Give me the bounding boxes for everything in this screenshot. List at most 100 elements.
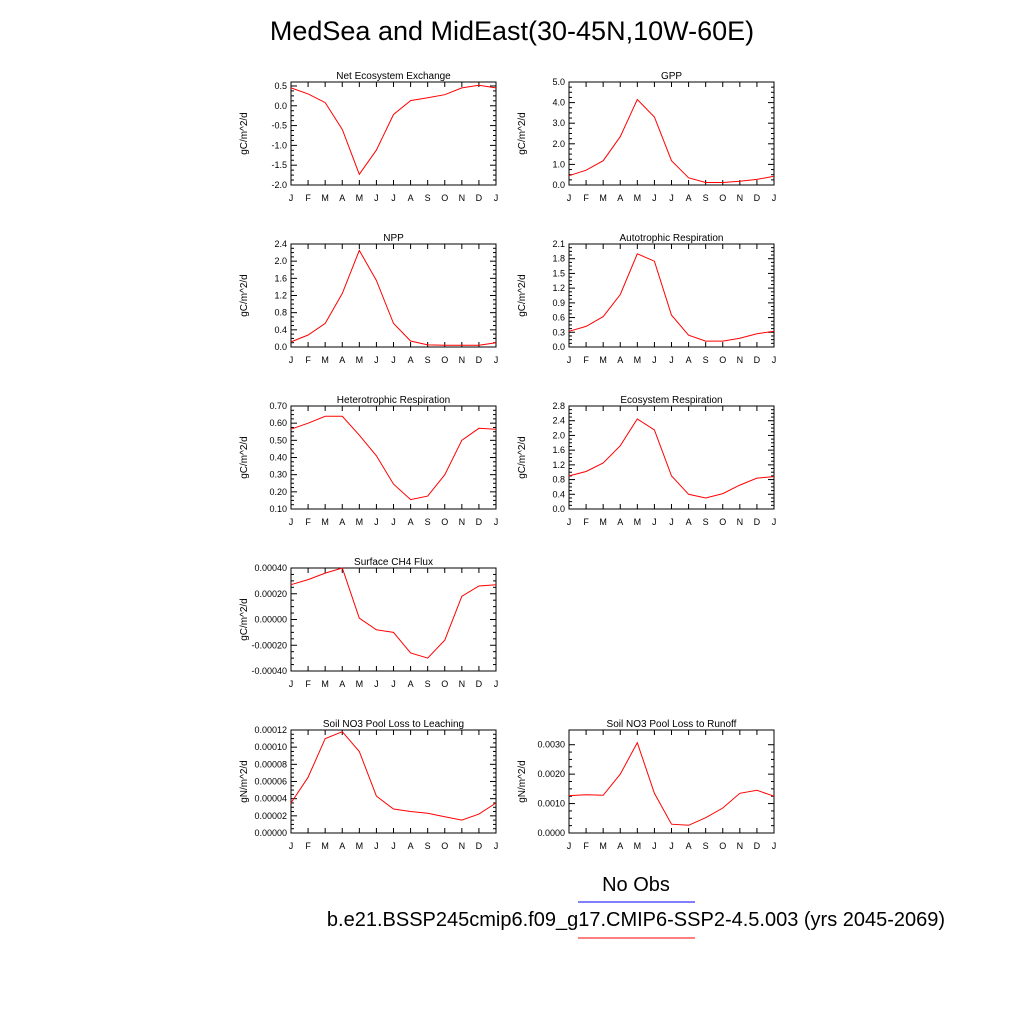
x-tick-label: O <box>719 193 726 203</box>
panel-title: Heterotrophic Respiration <box>337 395 450 406</box>
panel-title: Soil NO3 Pool Loss to Runoff <box>607 719 737 730</box>
x-tick-label: J <box>374 841 379 851</box>
y-tick-label: 2.8 <box>552 401 565 411</box>
x-tick-label: F <box>305 355 311 365</box>
x-tick-label: S <box>425 355 431 365</box>
x-tick-label: F <box>583 517 589 527</box>
y-tick-label: 0.8 <box>274 308 287 318</box>
x-tick-label: D <box>476 193 483 203</box>
y-tick-label: 1.6 <box>274 273 287 283</box>
y-tick-label: 2.4 <box>552 416 565 426</box>
panel-title: Ecosystem Respiration <box>620 395 722 406</box>
x-tick-label: J <box>652 841 657 851</box>
x-tick-label: N <box>459 355 466 365</box>
y-tick-label: 0.00006 <box>254 777 287 787</box>
x-tick-label: J <box>289 679 294 689</box>
y-axis-label: gC/m^2/d <box>239 598 250 641</box>
x-tick-label: D <box>476 841 483 851</box>
figure-title: MedSea and MidEast(30-45N,10W-60E) <box>269 16 755 46</box>
x-tick-label: J <box>494 193 499 203</box>
x-tick-label: J <box>772 841 777 851</box>
x-tick-label: S <box>703 517 709 527</box>
x-tick-label: J <box>374 355 379 365</box>
x-tick-label: M <box>634 193 642 203</box>
y-tick-label: 0.0000 <box>537 828 565 838</box>
x-tick-label: M <box>356 355 364 365</box>
chart-panel: J F M A M J J A S O N D J0.000000.000020.000040.0000… <box>239 719 498 851</box>
legend-model-label: b.e21.BSSP245cmip6.f09_g17.CMIP6-SSP2-4.… <box>327 909 945 931</box>
plot-frame <box>290 405 497 510</box>
y-tick-label: 0.0 <box>552 180 565 190</box>
y-axis-label: gC/m^2/d <box>517 274 528 317</box>
x-tick-label: J <box>669 517 674 527</box>
x-tick-label: J <box>772 355 777 365</box>
series-line <box>568 98 775 183</box>
y-axis-label: gN/m^2/d <box>239 760 250 803</box>
x-tick-label: O <box>719 841 726 851</box>
x-tick-label: N <box>737 841 744 851</box>
y-tick-label: 0.00010 <box>254 742 287 752</box>
y-tick-label: 0.3 <box>552 327 565 337</box>
y-tick-label: 0.00040 <box>254 563 287 573</box>
series-line <box>290 731 497 821</box>
y-tick-label: 0.0 <box>274 342 287 352</box>
x-tick-label: J <box>391 355 396 365</box>
x-tick-label: A <box>617 193 623 203</box>
plot-frame <box>290 81 497 186</box>
x-tick-label: D <box>476 679 483 689</box>
x-tick-label: O <box>719 355 726 365</box>
x-tick-label: O <box>441 193 448 203</box>
y-axis-label: gC/m^2/d <box>517 112 528 155</box>
series-line <box>290 84 497 176</box>
y-tick-label: 0.00008 <box>254 759 287 769</box>
panel-title: GPP <box>661 71 682 82</box>
x-tick-label: O <box>441 355 448 365</box>
x-tick-label: M <box>321 517 329 527</box>
y-tick-label: -0.5 <box>271 121 287 131</box>
y-tick-label: 0.4 <box>552 489 565 499</box>
x-tick-label: A <box>339 841 345 851</box>
x-tick-label: M <box>634 355 642 365</box>
y-tick-label: 2.4 <box>274 239 287 249</box>
y-tick-label: 0.30 <box>269 470 287 480</box>
x-tick-label: A <box>408 193 414 203</box>
x-tick-label: A <box>617 841 623 851</box>
x-tick-label: M <box>321 841 329 851</box>
x-tick-label: N <box>737 517 744 527</box>
x-tick-label: S <box>425 841 431 851</box>
x-tick-label: A <box>686 517 692 527</box>
y-tick-label: 4.0 <box>552 98 565 108</box>
y-tick-label: 1.2 <box>552 460 565 470</box>
y-tick-label: 0.40 <box>269 453 287 463</box>
chart-panel: J F M A M J J A S O N D J-0.00040-0.000200.000000.00… <box>239 557 498 689</box>
x-tick-label: A <box>339 355 345 365</box>
series-line <box>568 253 775 342</box>
x-tick-label: J <box>652 517 657 527</box>
x-tick-label: M <box>599 841 607 851</box>
x-tick-label: J <box>772 517 777 527</box>
x-tick-label: J <box>289 841 294 851</box>
x-tick-label: F <box>583 193 589 203</box>
legend: No Obs b.e21.BSSP245cmip6.f09_g17.CMIP6-S… <box>327 874 945 939</box>
y-tick-label: 0.50 <box>269 435 287 445</box>
x-tick-label: J <box>374 679 379 689</box>
y-tick-label: -2.0 <box>271 180 287 190</box>
x-tick-label: J <box>494 355 499 365</box>
x-tick-label: A <box>617 517 623 527</box>
series-line <box>290 567 497 659</box>
x-tick-label: A <box>686 841 692 851</box>
x-tick-label: N <box>459 517 466 527</box>
x-tick-label: J <box>374 517 379 527</box>
x-tick-label: S <box>703 355 709 365</box>
x-tick-label: J <box>567 355 572 365</box>
x-tick-label: N <box>737 193 744 203</box>
x-tick-label: S <box>703 841 709 851</box>
x-tick-label: M <box>356 193 364 203</box>
y-tick-label: 0.20 <box>269 487 287 497</box>
x-tick-label: J <box>652 355 657 365</box>
x-tick-label: J <box>289 355 294 365</box>
x-tick-label: M <box>321 193 329 203</box>
x-tick-label: A <box>339 193 345 203</box>
